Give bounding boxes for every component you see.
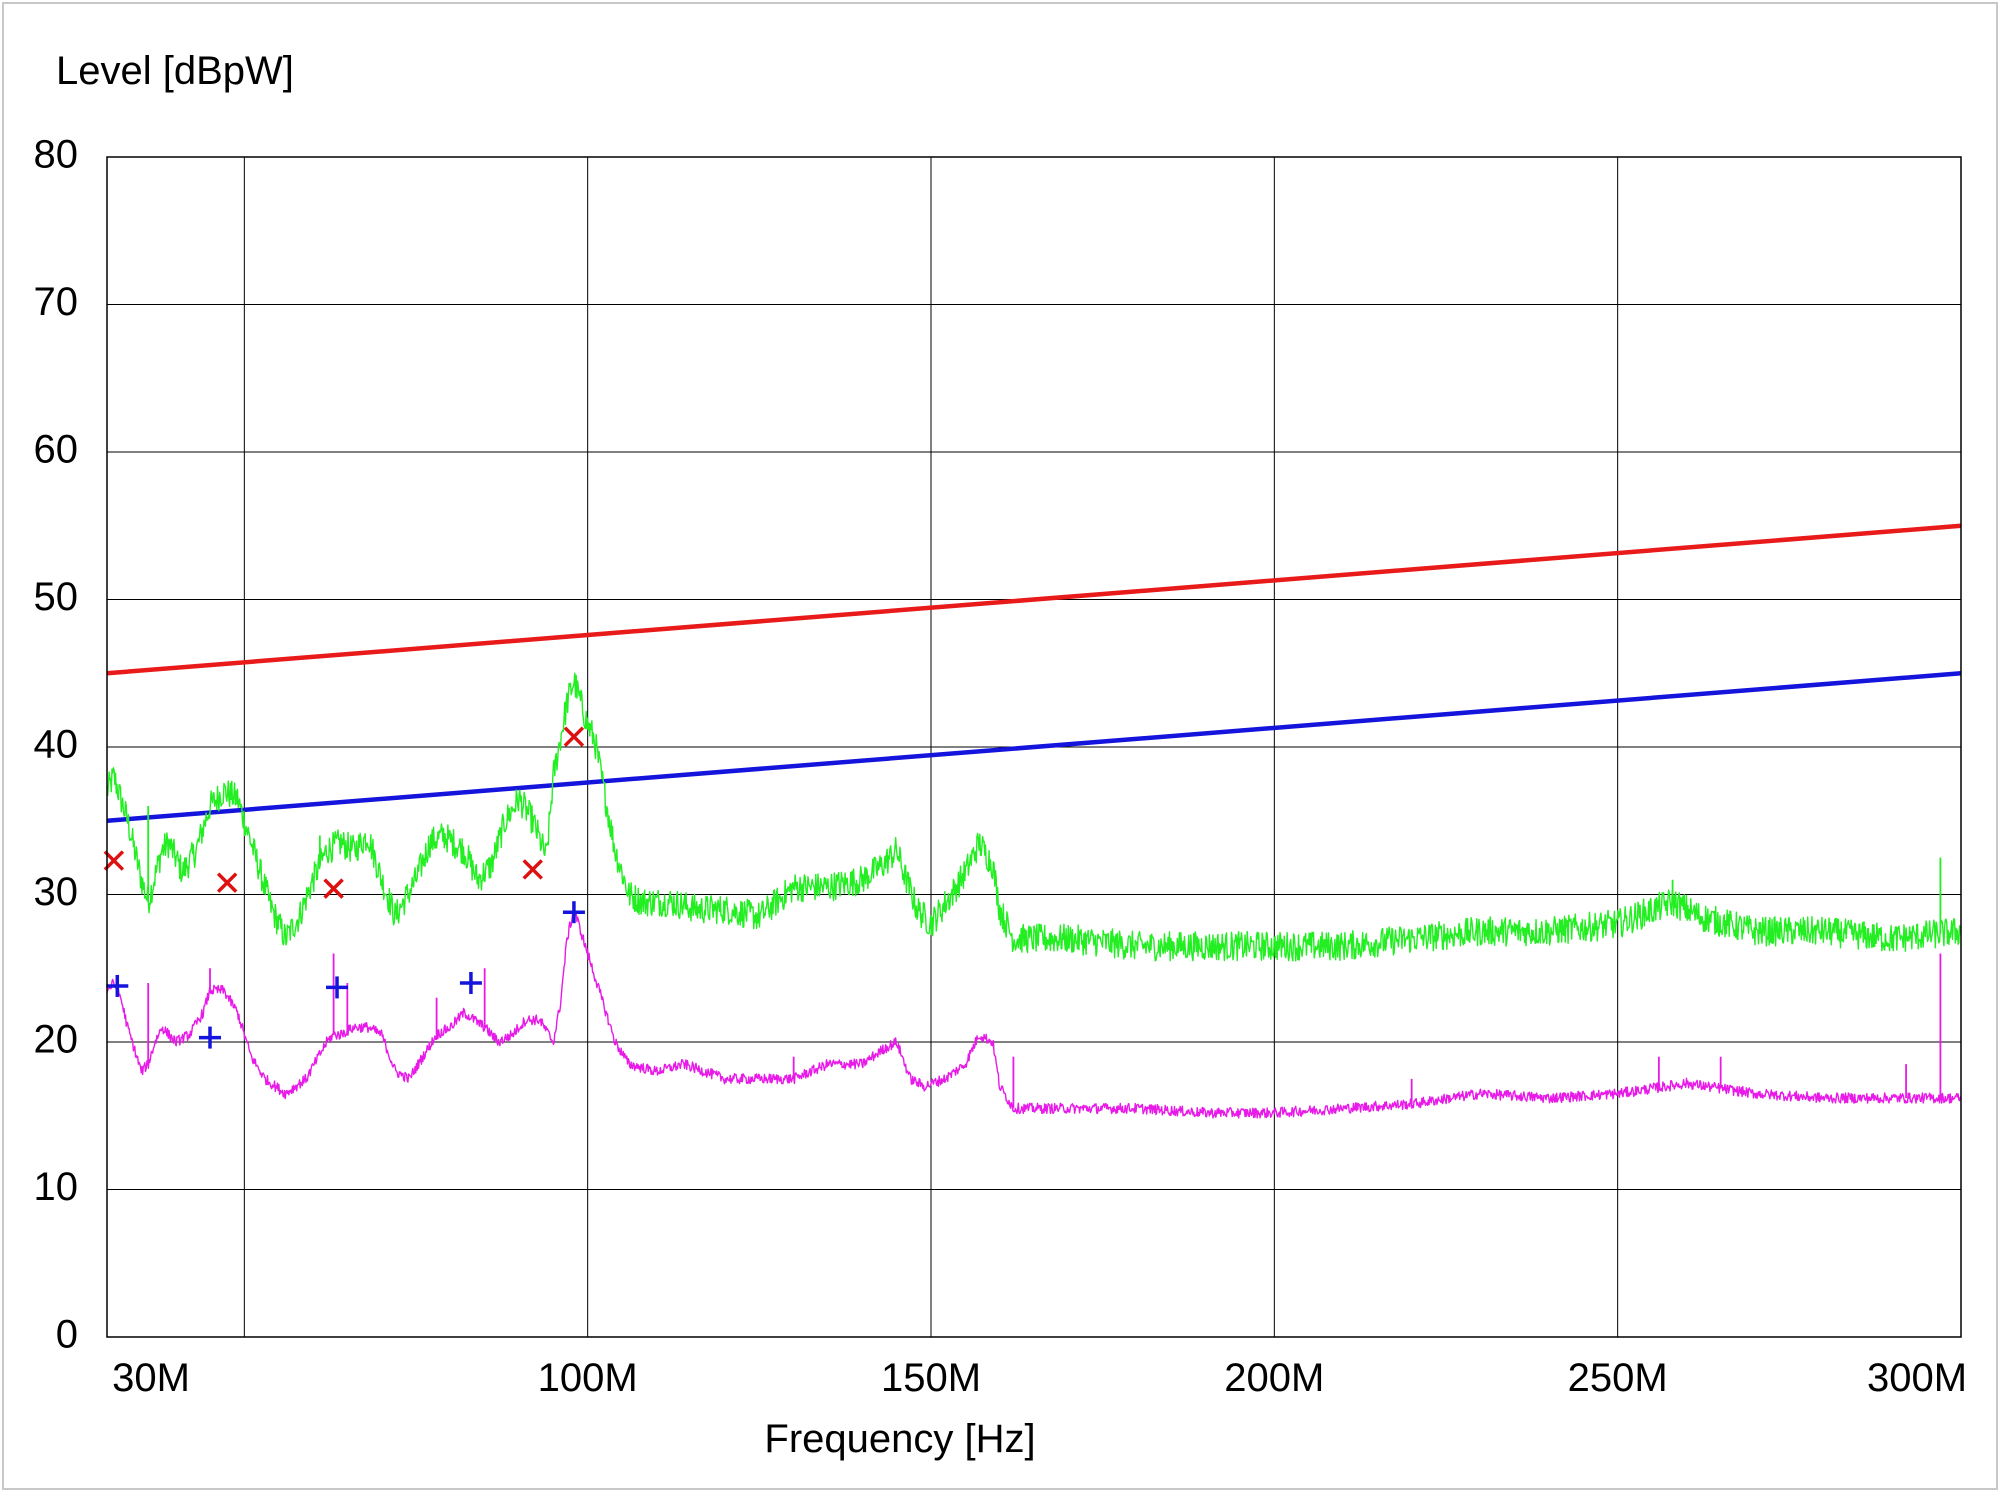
x-tick-label: 250M (1568, 1356, 1668, 1400)
y-tick-labels: 0 10 20 30 40 50 60 70 80 (34, 133, 79, 1357)
limit-line (106, 523, 1962, 676)
marker-stroke (103, 850, 125, 871)
quasi-peak-marker (103, 850, 125, 871)
x-tick-label: 300M (1867, 1356, 1967, 1400)
y-tick-label: 80 (34, 133, 79, 177)
traces (106, 672, 1962, 1119)
y-tick-label: 70 (34, 280, 79, 324)
y-axis-title: Level [dBpW] (56, 49, 294, 93)
x-tick-label: 30M (112, 1356, 190, 1400)
quasi-peak-marker (522, 859, 543, 880)
marker-stroke (563, 726, 585, 747)
y-tick-label: 20 (34, 1018, 79, 1062)
marker-stroke (216, 872, 238, 893)
trace-line (106, 672, 1962, 962)
y-tick-label: 10 (34, 1165, 79, 1209)
x-tick-label: 150M (881, 1356, 981, 1400)
marker-stroke (323, 878, 344, 899)
x-axis-title: Frequency [Hz] (764, 1417, 1035, 1461)
average-marker (106, 974, 129, 997)
x-tick-labels: 30M 100M 150M 200M 250M 300M (112, 1356, 1967, 1400)
marker-stroke (522, 859, 543, 880)
average-marker (326, 976, 349, 999)
quasi-peak-marker (323, 878, 344, 899)
y-tick-label: 40 (34, 723, 79, 767)
average-marker (562, 901, 585, 924)
markers (103, 726, 585, 1049)
x-tick-label: 200M (1224, 1356, 1324, 1400)
trace-spikes (147, 806, 1942, 1109)
limit-line (106, 671, 1962, 823)
average-marker (199, 1026, 221, 1049)
plot-area-border (106, 156, 1962, 1338)
y-tick-label: 30 (34, 870, 79, 914)
limit-lines (106, 523, 1962, 823)
y-tick-label: 60 (34, 428, 79, 472)
average-marker (459, 972, 482, 994)
x-tick-label: 100M (538, 1356, 638, 1400)
y-tick-label: 0 (56, 1313, 78, 1357)
trace-line (106, 911, 1962, 1119)
quasi-peak-marker (216, 872, 238, 893)
quasi-peak-marker (563, 726, 585, 747)
y-tick-label: 50 (34, 575, 79, 619)
